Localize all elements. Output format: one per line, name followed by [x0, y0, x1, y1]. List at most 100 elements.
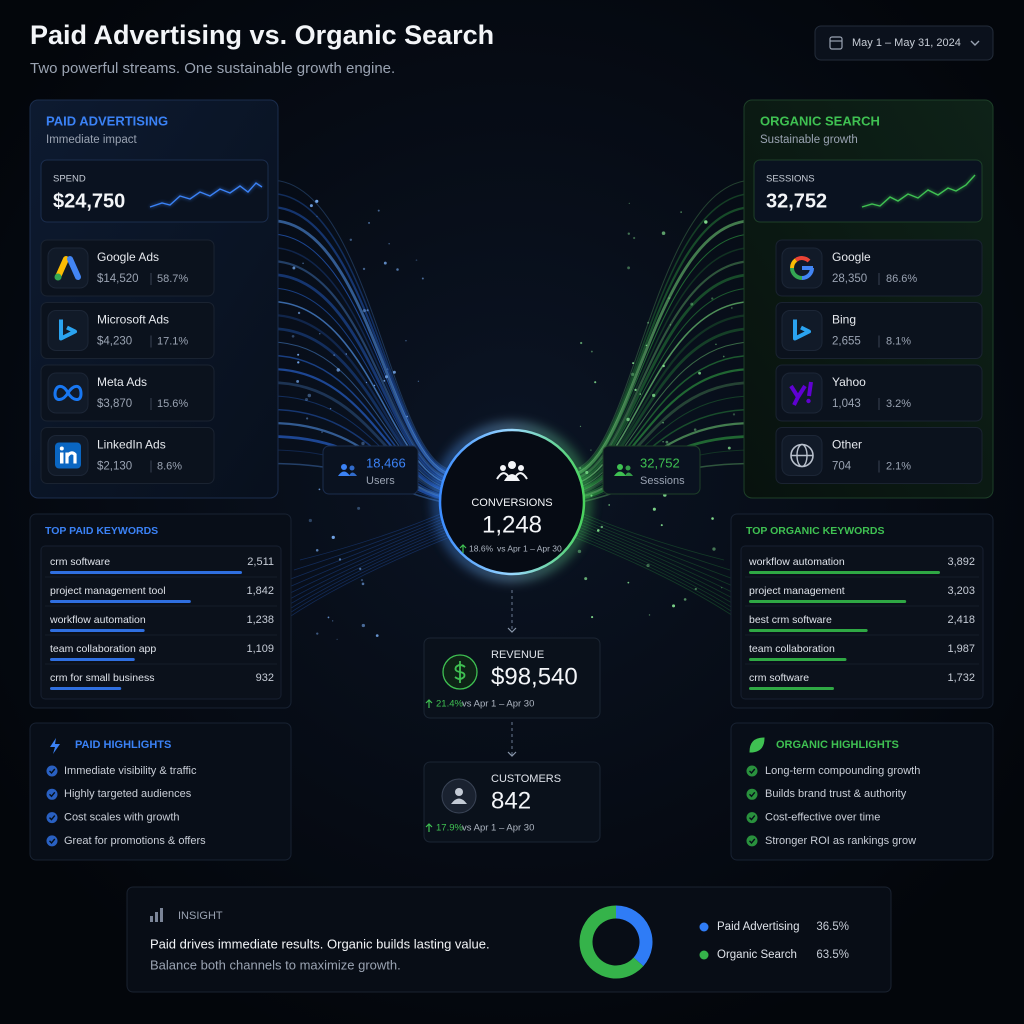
legend-value: 63.5%: [816, 949, 849, 961]
legend-value: 36.5%: [816, 921, 849, 933]
page-title: Paid Advertising vs. Organic Search: [30, 20, 494, 50]
users-icon: [617, 464, 623, 470]
paid-highlight: Highly targeted audiences: [64, 788, 192, 800]
particle: [668, 297, 671, 300]
paid-metric-label: SPEND: [53, 174, 86, 185]
particle: [291, 334, 295, 338]
google-ads-logo: [54, 273, 62, 281]
linkedin-logo: [65, 451, 77, 464]
paid-highlights-panel: [29, 722, 292, 861]
check-icon: [46, 835, 58, 847]
flow-arrow-head: [507, 627, 517, 633]
paid-keyword-value: 1,109: [246, 643, 274, 655]
check-icon: [46, 812, 58, 824]
organic-source-card[interactable]: [775, 302, 983, 359]
particle: [647, 321, 650, 324]
organic-stream: [571, 341, 755, 490]
particle: [652, 507, 656, 511]
organic-stream: [571, 246, 755, 479]
particle: [383, 379, 386, 382]
particle: [309, 204, 313, 208]
particle: [305, 398, 309, 402]
conversions-label: CONVERSIONS: [471, 497, 552, 509]
organic-spray: [573, 518, 743, 591]
meta-logo: [53, 384, 83, 401]
revenue-label: REVENUE: [491, 649, 544, 661]
google-logo: [794, 256, 811, 263]
paid-stream: [269, 287, 453, 484]
particle: [584, 577, 588, 581]
particle: [421, 277, 424, 280]
organic-spray: [573, 509, 725, 561]
linkedin-logo: [60, 452, 64, 464]
particle: [386, 368, 389, 370]
yahoo-logo: [807, 381, 813, 397]
organic-stream: [571, 300, 755, 486]
particle: [359, 567, 362, 571]
paid-source-share: 58.7%: [157, 273, 188, 285]
organic-highlights-title: ORGANIC HIGHLIGHTS: [776, 739, 899, 751]
particle: [315, 548, 319, 552]
particle: [333, 354, 336, 357]
particle: [396, 268, 399, 271]
paid-spray: [281, 518, 451, 591]
legend-swatch: [699, 922, 709, 932]
particle: [338, 558, 342, 561]
particle: [327, 616, 330, 619]
flow-streams: [245, 179, 779, 651]
particle: [627, 232, 631, 235]
particle: [296, 379, 300, 383]
check-icon: [46, 788, 58, 800]
organic-source-value: 704: [832, 461, 852, 473]
customers-icon: [451, 798, 467, 804]
check-icon: [746, 788, 758, 800]
particle: [627, 581, 630, 584]
icon-box: [47, 247, 89, 289]
particle: [297, 311, 301, 315]
particle: [660, 524, 663, 527]
up-arrow: [459, 544, 467, 553]
organic-sparkline: [861, 174, 976, 208]
organic-source-card[interactable]: [775, 364, 983, 422]
particle: [651, 393, 656, 398]
icon-box: [781, 310, 823, 351]
particle: [316, 215, 318, 218]
organic-source-card[interactable]: [775, 427, 983, 484]
customers-change: 17.9%: [436, 823, 463, 834]
revenue-value: $98,540: [491, 663, 578, 690]
particle: [698, 371, 701, 375]
particle: [331, 535, 335, 539]
share-arc: [615, 905, 653, 967]
particle: [366, 309, 369, 312]
particle: [596, 529, 600, 532]
google-logo: [790, 267, 803, 280]
customers-value: 842: [491, 787, 531, 814]
paid-source-value: $2,130: [97, 461, 132, 473]
organic-stream: [571, 233, 755, 477]
date-picker[interactable]: [814, 25, 994, 61]
paid-title: PAID ADVERTISING: [46, 113, 168, 128]
check-icon: [749, 838, 756, 844]
organic-highlight: Long-term compounding growth: [765, 765, 920, 777]
organic-keyword-bar: [749, 571, 940, 574]
organic-keyword-value: 3,203: [947, 585, 975, 597]
particle: [406, 415, 409, 418]
particle: [590, 350, 593, 353]
ui-layer: Paid Advertising vs. Organic Search Two p…: [29, 20, 994, 993]
organic-keyword: team collaboration: [749, 643, 835, 655]
particle: [683, 598, 687, 601]
particle: [329, 407, 332, 410]
chevron: [970, 40, 980, 46]
particle: [662, 422, 664, 424]
particle: [297, 361, 300, 364]
insight-icon: [155, 912, 158, 922]
organic-highlight: Cost-effective over time: [765, 812, 880, 824]
organic-stream: [571, 219, 755, 477]
paid-stream: [269, 246, 453, 479]
organic-keyword-value: 2,418: [947, 614, 975, 626]
organic-source-card[interactable]: [775, 239, 983, 297]
organic-source-share: 2.1%: [886, 460, 911, 472]
organic-stream: [571, 205, 755, 475]
